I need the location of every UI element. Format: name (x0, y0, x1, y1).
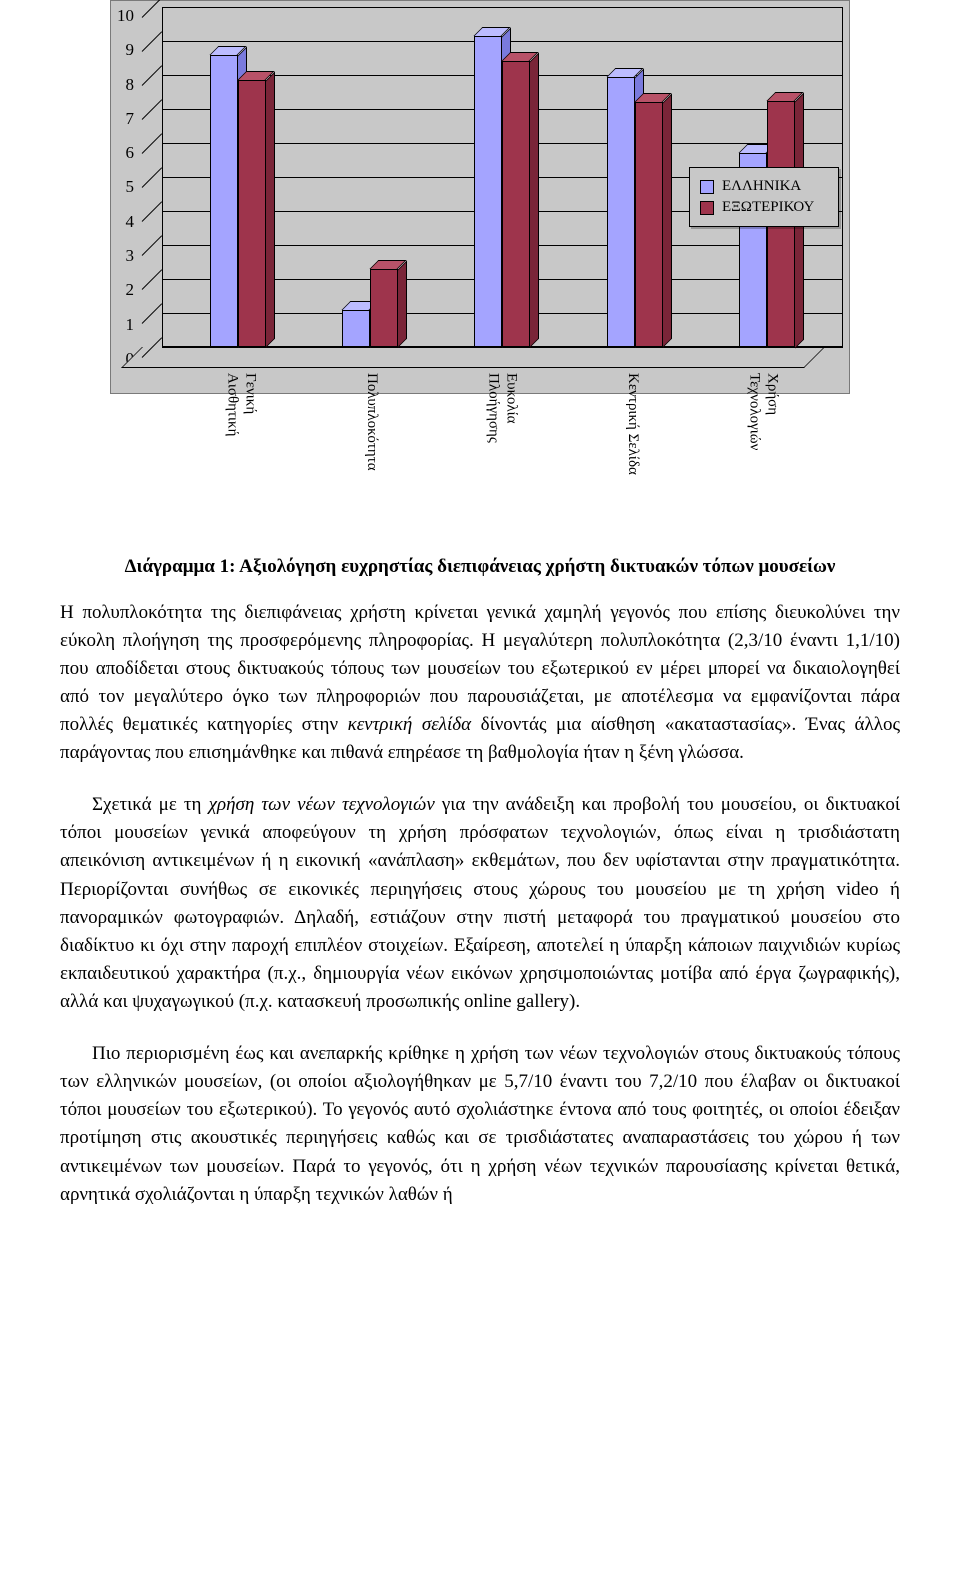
legend-swatch (700, 180, 714, 194)
bar (502, 61, 530, 347)
x-tick-label: ΕυκολίαΠλοήγησης (484, 373, 520, 513)
bar-group (607, 77, 663, 347)
paragraph-2: Σχετικά με τη χρήση των νέων τεχνολογιών… (60, 791, 900, 1016)
y-tick-label: 3 (126, 247, 135, 264)
legend-item: ΕΞΩΤΕΡΙΚΟΥ (700, 197, 828, 218)
x-axis-labels: ΓενικήΑισθητική Πολυπλοκότητα ΕυκολίαΠλοήγ… (162, 367, 843, 513)
bar-chart-3d: 109876543210 ΓενικήΑισθητικήΠολυπλοκότητ… (110, 0, 850, 530)
bar-group (474, 36, 530, 347)
y-tick-label: 6 (126, 144, 135, 161)
y-tick-label: 10 (117, 7, 134, 24)
bar (370, 269, 398, 347)
paragraph-1: Η πολυπλοκότητα της διεπιφάνειας χρήστη … (60, 599, 900, 768)
y-tick-label: 5 (126, 178, 135, 195)
bar (607, 77, 635, 347)
bar (238, 80, 266, 347)
y-tick-label: 8 (126, 76, 135, 93)
x-tick-label: ΧρήσηΤεχνολογιών (745, 373, 781, 513)
y-tick-label: 2 (126, 281, 135, 298)
legend: ΕΛΛΗΝΙΚΑ ΕΞΩΤΕΡΙΚΟΥ (689, 167, 839, 227)
x-tick-label: Κεντρική Σελίδα (624, 373, 642, 513)
chart-caption: Διάγραμμα 1: Αξιολόγηση ευχρηστίας διεπι… (60, 554, 900, 581)
bar-group (210, 55, 266, 347)
legend-label: ΕΛΛΗΝΙΚΑ (722, 178, 801, 195)
paragraph-3: Πιο περιορισμένη έως και ανεπαρκής κρίθη… (60, 1040, 900, 1209)
legend-label: ΕΞΩΤΕΡΙΚΟΥ (722, 199, 814, 216)
y-tick-label: 1 (126, 316, 135, 333)
y-tick-label: 9 (126, 41, 135, 58)
bar (342, 310, 370, 347)
bar (635, 102, 663, 347)
y-tick-label: 4 (126, 213, 135, 230)
y-axis-labels: 109876543210 (117, 7, 142, 367)
y-tick-label: 7 (126, 110, 135, 127)
x-tick-label: Πολυπλοκότητα (363, 373, 381, 513)
bar (210, 55, 238, 347)
bar-group (342, 269, 398, 347)
bar (474, 36, 502, 347)
legend-swatch (700, 201, 714, 215)
legend-item: ΕΛΛΗΝΙΚΑ (700, 176, 828, 197)
x-tick-label: ΓενικήΑισθητική (224, 373, 260, 513)
